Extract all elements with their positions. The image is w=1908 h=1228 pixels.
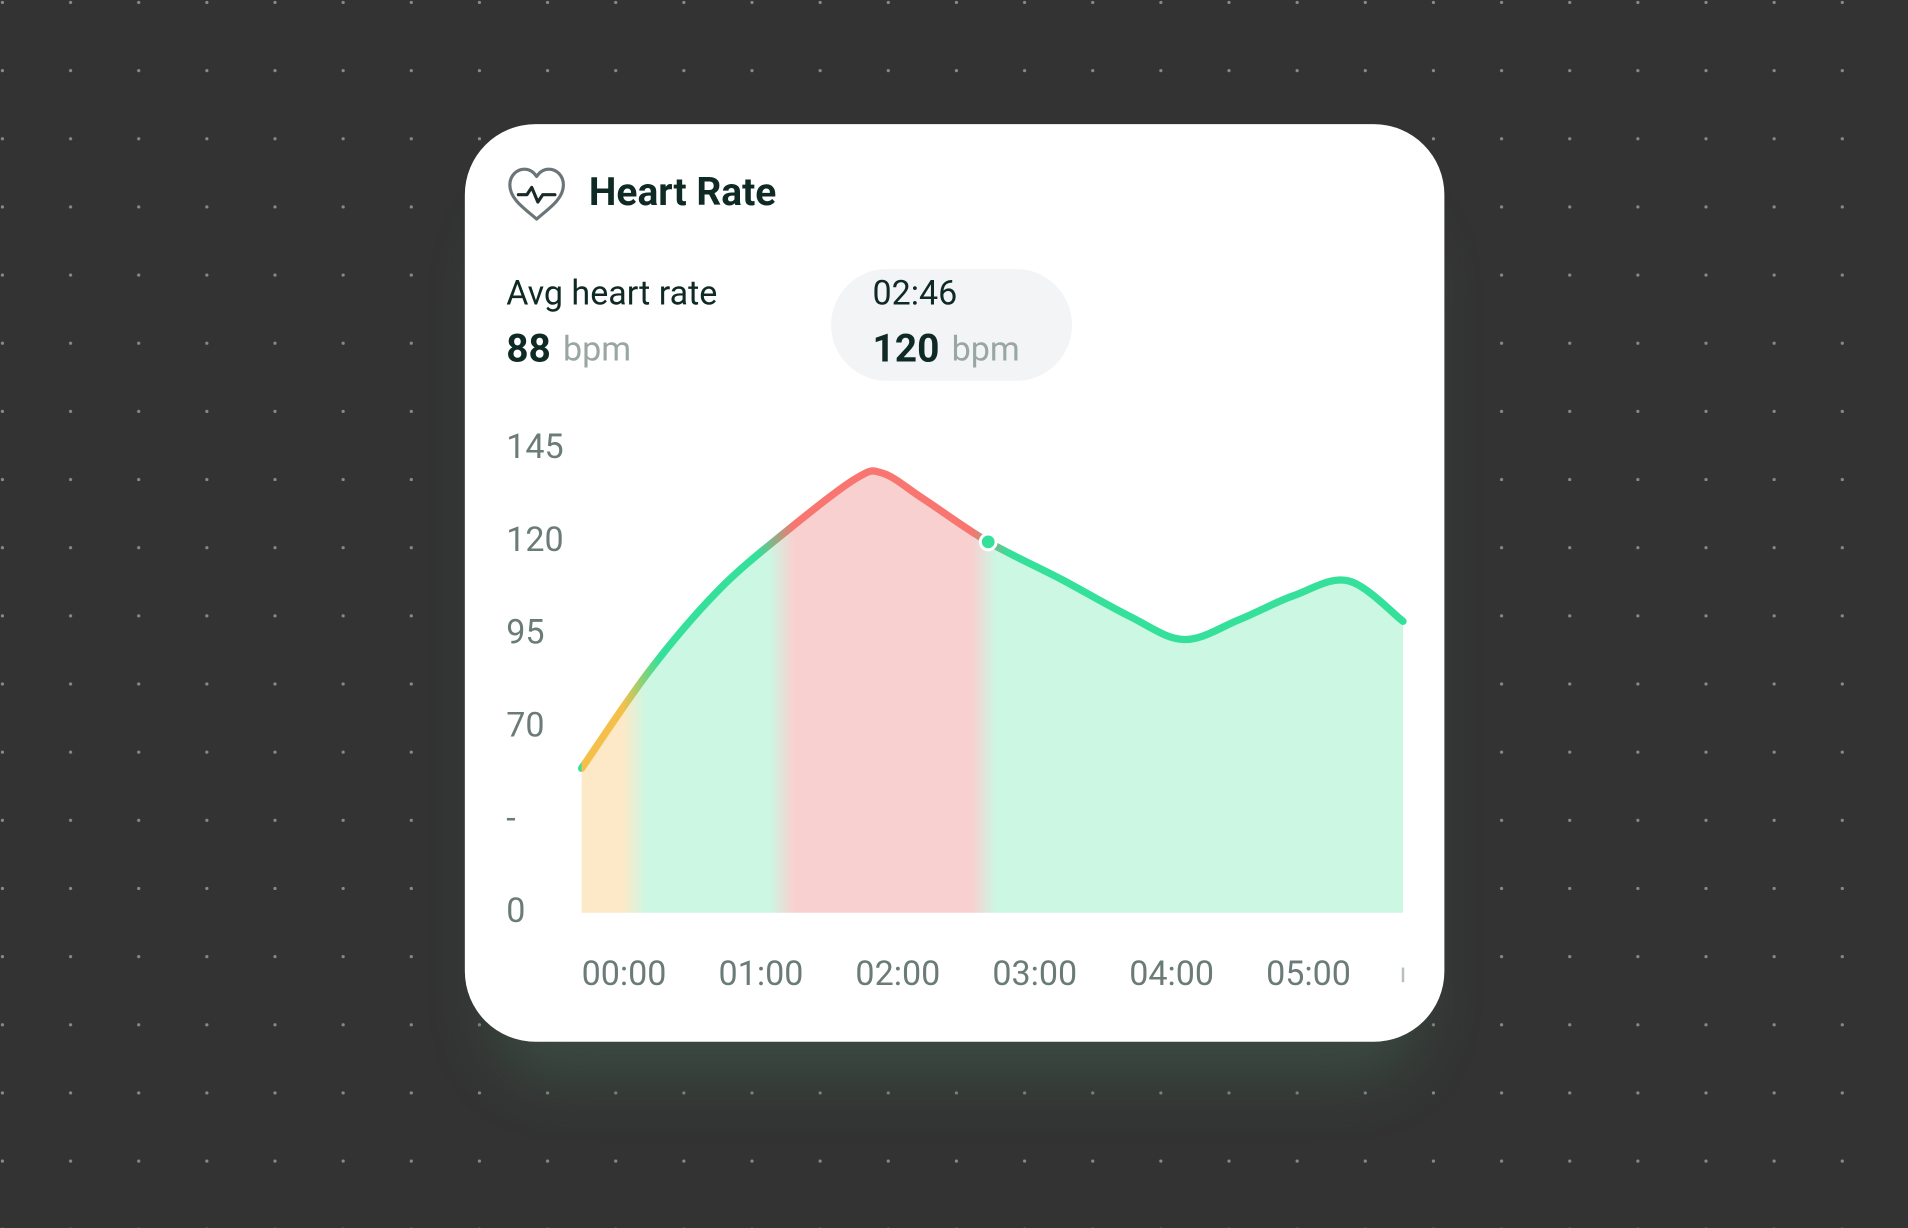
card-title: Heart Rate <box>589 169 776 215</box>
x-tick-label: 04:00 <box>1129 954 1214 994</box>
x-tick-label: 02:00 <box>855 954 940 994</box>
tooltip-pill <box>831 268 1073 381</box>
summary-unit: bpm <box>563 330 631 370</box>
tooltip-time: 02:46 <box>872 274 957 314</box>
highlight-point <box>978 532 998 552</box>
area-fill <box>581 470 1404 913</box>
tooltip-value: 120 bpm <box>872 326 1019 372</box>
y-tick-label: 120 <box>506 520 563 560</box>
summary-number: 88 <box>506 326 551 372</box>
line <box>577 467 1407 772</box>
y-tick-label: - <box>506 798 515 838</box>
y-tick-label: 145 <box>506 427 563 467</box>
y-tick-label: 70 <box>506 705 544 745</box>
y-tick-label: 0 <box>506 891 525 931</box>
tooltip-unit: bpm <box>952 330 1020 370</box>
heart-icon <box>508 167 565 221</box>
x-tick-label: 03:00 <box>992 954 1077 994</box>
summary-value: 88 bpm <box>506 326 631 372</box>
x-tick-label: 00:00 <box>582 954 667 994</box>
x-tick-label: 01:00 <box>719 954 804 994</box>
tooltip-number: 120 <box>872 326 939 372</box>
summary-label: Avg heart rate <box>506 274 717 314</box>
x-tick-label: 05:00 <box>1266 954 1351 994</box>
y-tick-label: 95 <box>506 613 544 653</box>
